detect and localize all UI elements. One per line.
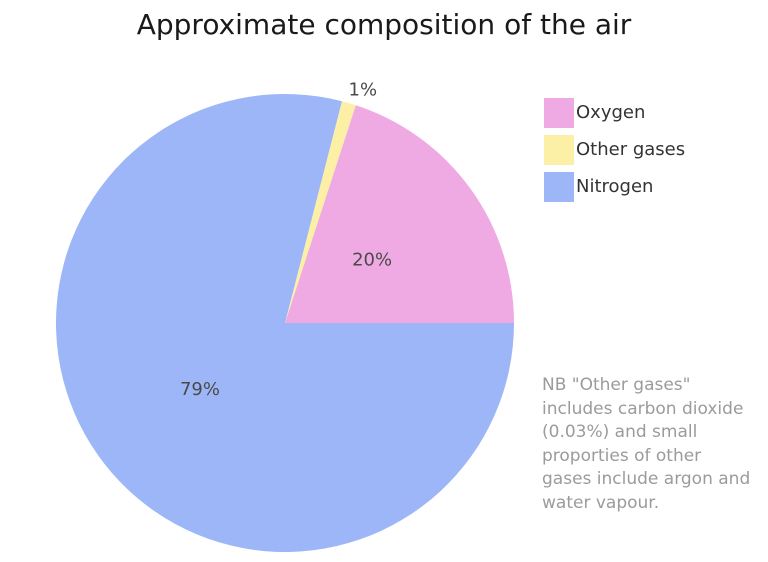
legend-label-other-gases: Other gases — [576, 139, 686, 160]
chart-title: Approximate composition of the air — [136, 8, 632, 41]
slice-label-nitrogen: 79% — [180, 379, 220, 400]
pie-slice-other-gases — [285, 101, 356, 323]
legend-swatch-oxygen — [544, 97, 574, 128]
legend-item-nitrogen: Nitrogen — [544, 168, 685, 205]
pie-slice-nitrogen — [55, 94, 515, 552]
legend-swatch-nitrogen — [544, 171, 574, 202]
pie-slice-oxygen — [285, 105, 514, 323]
slice-label-other-gases: 1% — [349, 80, 378, 101]
legend-swatch-other-gases — [544, 134, 574, 165]
slice-label-oxygen: 20% — [352, 250, 392, 271]
legend: Oxygen Other gases Nitrogen — [544, 94, 685, 205]
footnote: NB "Other gases" includes carbon dioxide… — [542, 375, 751, 513]
legend-item-oxygen: Oxygen — [544, 94, 685, 131]
legend-item-other-gases: Other gases — [544, 131, 685, 168]
pie-slices — [55, 94, 515, 552]
legend-label-nitrogen: Nitrogen — [576, 176, 654, 197]
slice-labels: 20% 1% 79% — [180, 80, 392, 400]
legend-label-oxygen: Oxygen — [576, 102, 646, 123]
